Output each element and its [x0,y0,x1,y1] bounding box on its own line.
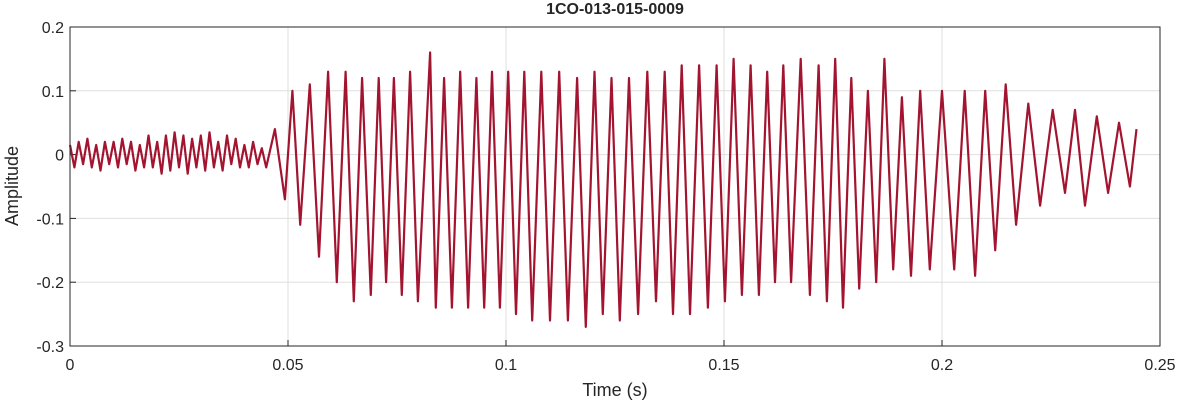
chart-title: 1CO-013-015-0009 [546,1,684,18]
x-tick-label: 0.1 [495,357,517,374]
x-tick-label: 0.05 [272,357,303,374]
waveform-line [68,51,1138,328]
y-axis-label: Amplitude [2,146,22,226]
y-tick-label: -0.3 [36,339,64,356]
x-tick-label: 0.2 [931,357,953,374]
x-tick-label: 0 [66,357,75,374]
y-tick-label: 0.1 [42,84,64,101]
y-tick-label: 0 [55,148,64,165]
y-tick-label: -0.1 [36,211,64,228]
x-tick-label: 0.25 [1144,357,1175,374]
x-tick-label: 0.15 [708,357,739,374]
axes-box [69,26,1161,347]
x-axis-label: Time (s) [582,380,647,400]
y-tick-label: -0.2 [36,275,64,292]
y-tick-label: 0.2 [42,20,64,37]
